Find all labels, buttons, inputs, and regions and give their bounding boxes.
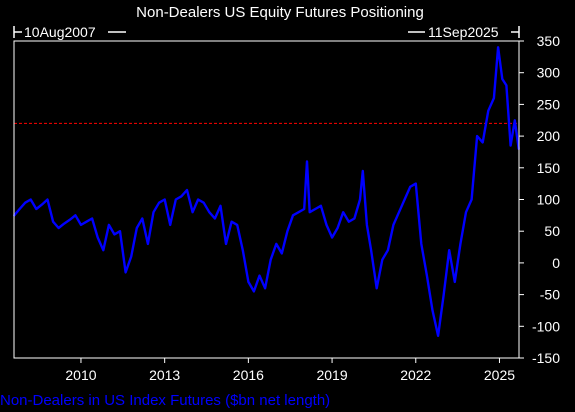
y-tick-label: 0	[552, 255, 560, 271]
plot-frame	[13, 40, 520, 359]
y-axis: 350 300 250 200 150 100 50 0 -50 -100 -150	[519, 33, 560, 366]
start-date-label: 10Aug2007	[24, 24, 96, 40]
y-tick-label: 50	[544, 223, 560, 239]
y-tick-label: 300	[537, 65, 561, 81]
x-tick-label: 2010	[65, 367, 96, 383]
y-tick-label: -50	[540, 287, 560, 303]
y-tick-label: 100	[537, 192, 561, 208]
start-date-marker: 10Aug2007	[13, 24, 126, 40]
y-tick-label: 350	[537, 33, 561, 49]
x-tick-label: 2019	[316, 367, 347, 383]
end-date-marker: 11Sep2025	[408, 24, 520, 40]
y-tick-label: 250	[537, 96, 561, 112]
x-tick-label: 2013	[149, 367, 180, 383]
series-group	[13, 46, 520, 337]
x-axis: 2010 2013 2016 2019 2022 2025	[65, 358, 515, 383]
x-tick-label: 2025	[484, 367, 515, 383]
chart-title: Non-Dealers US Equity Futures Positionin…	[136, 4, 424, 21]
y-tick-label: -150	[532, 350, 560, 366]
x-tick-label: 2016	[233, 367, 264, 383]
y-tick-label: 150	[537, 160, 561, 176]
series-line	[13, 46, 520, 337]
y-tick-label: 200	[537, 128, 561, 144]
x-tick-label: 2022	[400, 367, 431, 383]
y-tick-label: -100	[532, 318, 560, 334]
legend-entry-label: Non-Dealers in US Index Futures ($bn net…	[0, 392, 330, 409]
end-date-label: 11Sep2025	[428, 24, 499, 40]
